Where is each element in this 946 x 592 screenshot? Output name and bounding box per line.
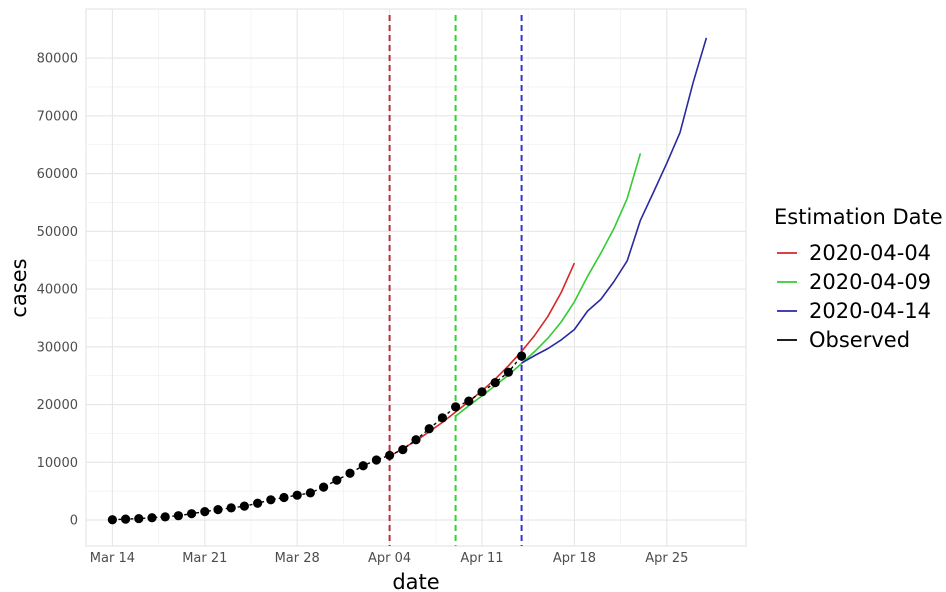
x-tick-label: Apr 18 [553, 551, 596, 566]
observed-point [345, 468, 355, 478]
observed-point [490, 377, 500, 388]
grid [85, 8, 747, 547]
y-tick-label: 50000 [37, 225, 78, 240]
observed-point [160, 512, 170, 522]
legend-entries: 2020-04-04 2020-04-09 2020-04-14 Observed [777, 241, 931, 352]
y-axis-title: cases [7, 258, 31, 317]
observed-point [107, 515, 117, 525]
series-line [521, 37, 708, 364]
observed-point [134, 513, 144, 524]
observed-point [266, 495, 276, 505]
legend-title: Estimation Date [774, 205, 943, 229]
observed-point [226, 503, 236, 513]
observed-point [332, 475, 342, 485]
observed-point [200, 507, 210, 517]
x-axis-ticks: Mar 14 Mar 21 Mar 28 Apr 04 Apr 11 Apr 18 Apr … [90, 551, 689, 566]
legend-label: 2020-04-04 [809, 241, 931, 265]
plot-panel [85, 8, 747, 547]
y-tick-label: 20000 [37, 398, 78, 413]
y-tick-label: 80000 [37, 52, 78, 67]
observed-point [451, 402, 461, 412]
legend: Estimation Date 2020-04-042020-04-092020… [774, 205, 943, 352]
observed-point [187, 509, 197, 519]
observed-point [147, 513, 157, 523]
observed-point [517, 351, 527, 361]
observed-point [411, 435, 421, 445]
observed-points [107, 351, 527, 525]
y-tick-label: 60000 [37, 167, 78, 182]
observed-point [385, 450, 395, 460]
observed-point [279, 492, 289, 503]
observed-point [292, 490, 302, 500]
y-tick-label: 70000 [37, 109, 78, 124]
observed-point [253, 498, 263, 508]
observed-point [503, 367, 513, 377]
observed-point [305, 488, 315, 498]
observed-point [239, 501, 249, 511]
observed-point [424, 424, 434, 434]
observed-point [358, 461, 368, 471]
observed-point [464, 396, 474, 406]
x-tick-label: Apr 25 [645, 551, 688, 566]
observed-point [371, 455, 381, 465]
legend-label: Observed [809, 328, 910, 352]
y-tick-label: 30000 [37, 340, 78, 355]
observed-point [398, 444, 408, 455]
legend-label: 2020-04-14 [809, 299, 931, 323]
observed-point [213, 505, 223, 515]
y-axis-ticks: 0 10000 20000 30000 40000 50000 60000 70000 8000… [37, 52, 78, 529]
x-tick-label: Mar 21 [182, 551, 227, 566]
observed-point [477, 387, 487, 397]
observed-point [437, 413, 447, 423]
observed-point [121, 514, 131, 524]
x-tick-label: Apr 11 [460, 551, 503, 566]
x-tick-label: Mar 28 [275, 551, 320, 566]
observed-point [319, 482, 329, 492]
y-tick-label: 0 [70, 514, 78, 529]
legend-label: 2020-04-09 [809, 270, 931, 294]
y-tick-label: 10000 [37, 456, 78, 471]
x-tick-label: Mar 14 [90, 551, 135, 566]
x-tick-label: Apr 04 [368, 551, 411, 566]
observed-point [173, 511, 183, 521]
y-tick-label: 40000 [37, 283, 78, 298]
x-axis-title: date [392, 570, 439, 592]
